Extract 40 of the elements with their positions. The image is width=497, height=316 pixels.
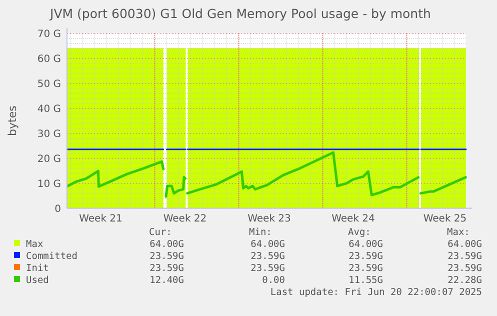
text: Max:: [447, 227, 470, 238]
y-axis-title: bytes: [6, 105, 19, 136]
y-tick-label: 50 G: [37, 78, 61, 90]
text: Min:: [249, 227, 272, 238]
text: 23.59G: [150, 251, 184, 262]
text: 23.59G: [150, 263, 184, 274]
text: 23.59G: [448, 251, 482, 262]
text: Cur:: [149, 227, 172, 238]
x-tick-label: Week 24: [332, 213, 375, 224]
text: 64.00G: [448, 239, 482, 250]
y-tick-label: 20 G: [37, 154, 61, 165]
y-tick-label: 0: [54, 204, 61, 215]
x-tick-label: Week 22: [163, 213, 207, 224]
legend-label: Used: [26, 275, 49, 286]
legend-label: Max: [26, 239, 44, 250]
y-tick-label: 30 G: [37, 128, 61, 140]
y-tick-label: 10 G: [37, 178, 61, 190]
text: 64.00G: [348, 239, 384, 250]
text: Avg:: [348, 227, 371, 238]
y-tick-label: 60 G: [37, 54, 61, 65]
x-tick-label: Week 21: [79, 213, 122, 224]
text: 64.00G: [250, 239, 286, 250]
text: 23.59G: [250, 263, 286, 274]
chart-title: JVM (port 60030) G1 Old Gen Memory Pool usage - by month: [49, 6, 431, 21]
text: 0.00: [262, 275, 286, 286]
text: 23.59G: [448, 263, 482, 274]
text: 12.40G: [150, 275, 184, 286]
text: 23.59G: [250, 251, 286, 262]
text: 11.55G: [348, 275, 384, 286]
x-tick-label: Week 23: [248, 213, 291, 224]
text: 64.00G: [150, 239, 184, 250]
legend-label: Init: [26, 263, 49, 274]
legend-label: Committed: [26, 251, 78, 262]
y-tick-label: 70 G: [37, 28, 61, 40]
x-tick-label: Week 25: [423, 213, 467, 224]
text: Last update: Fri Jun 20 22:00:07 2025: [270, 287, 482, 298]
y-tick-label: 40 G: [37, 104, 61, 115]
text: 23.59G: [348, 263, 384, 274]
text: 23.59G: [348, 251, 384, 262]
text: 22.28G: [448, 275, 482, 286]
